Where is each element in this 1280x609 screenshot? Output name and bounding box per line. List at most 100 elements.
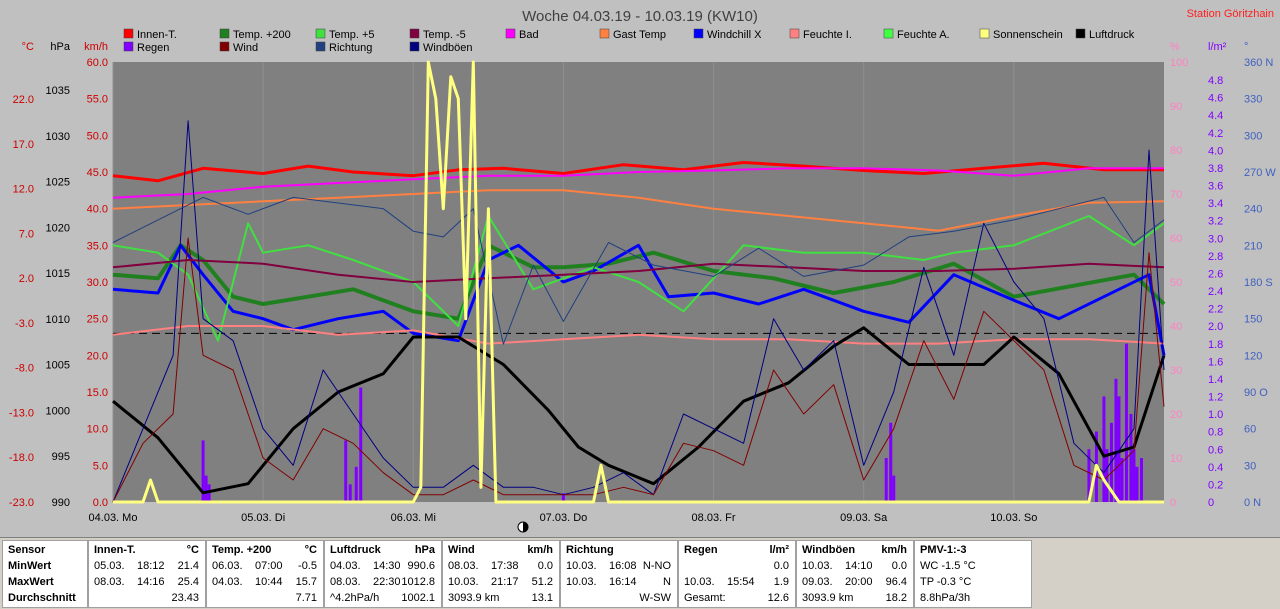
rain-bar [1135,466,1139,502]
series-line-sonnenschein [113,60,1164,504]
y-tick-label-pressure: 1035 [46,85,70,97]
stats-sensor-labels: Sensor MinWert MaxWert Durchschnitt [2,540,88,608]
y-tick-label-rain: 2.2 [1208,304,1223,316]
legend-swatch [505,28,516,39]
x-tick-label: 06.03. Mi [391,512,436,524]
y-tick-label-speed: 35.0 [87,240,108,252]
y-tick-label-humidity: 10 [1170,453,1182,465]
rain-bar [359,387,363,502]
y-tick-label-humidity: 20 [1170,409,1182,421]
y-tick-label-rain: 1.8 [1208,339,1223,351]
stats-value: 1.9 [773,576,789,588]
y-tick-label-speed: 60.0 [87,57,108,69]
stats-value: 0.0 [537,560,553,572]
rain-bar [207,484,211,502]
stats-value: 12.6 [767,592,789,604]
y-tick-label-rain: 4.8 [1208,75,1223,87]
y-tick-label-direction: 330 [1244,94,1262,106]
legend-swatch [315,41,326,52]
rain-bar [1114,378,1118,502]
series-line-richtung [112,196,1165,345]
y-tick-label-rain: 2.0 [1208,321,1223,333]
stats-date: 05.03. [94,560,125,572]
stats-panel: Richtung 10.03. 16:08 N-NO 10.03. 16:14 N W-SW [560,540,678,608]
stats-value: 18.2 [885,592,907,604]
y-tick-label-speed: 5.0 [93,460,108,472]
axis-unit-speed: km/h [84,41,108,53]
legend-swatch [409,28,420,39]
time-marker-half [523,522,528,532]
series-group [112,60,1166,504]
stats-panel-title: Windböen [802,544,856,556]
x-tick-label: 10.03. So [990,512,1037,524]
y-tick-label-temp: -3.0 [15,318,34,330]
stats-date: 04.03. [330,560,361,572]
y-tick-label-direction: 90 O [1244,387,1268,399]
y-tick-label-humidity: 30 [1170,365,1182,377]
y-tick-label-rain: 0.8 [1208,427,1223,439]
axis-unit-rain: l/m² [1208,41,1227,53]
legend-swatch [409,41,420,52]
y-tick-label-direction: 300 [1244,130,1262,142]
legend-label: Windböen [423,42,473,54]
y-tick-label-rain: 2.8 [1208,251,1223,263]
stats-value: -0.5 [298,560,317,572]
stats-date: 08.03. [94,576,125,588]
y-tick-label-pressure: 1015 [46,268,70,280]
stats-row-label: MinWert [8,560,52,572]
y-tick-label-pressure: 995 [52,451,70,463]
y-tick-label-humidity: 60 [1170,233,1182,245]
stats-value: 1012.8 [401,576,435,588]
y-tick-label-rain: 0.6 [1208,444,1223,456]
stats-panel: Wind km/h 08.03. 17:38 0.0 10.03. 21:17 51.2 309… [442,540,560,608]
y-tick-label-humidity: 80 [1170,145,1182,157]
series-line-temp-5 [112,259,1165,283]
stats-date: 04.03. [212,576,243,588]
stats-value: 21.4 [177,560,199,572]
series-line-temp-200 [112,243,1166,321]
series-line-windb-en [112,120,1165,503]
stats-panel-title: Regen [684,544,718,556]
stats-panel: Windböen km/h 10.03. 14:10 0.0 09.03. 20:00 96.… [796,540,914,608]
rain-bar [1124,343,1128,502]
stats-panel-unit: °C [186,544,199,556]
y-tick-label-direction: 270 W [1244,167,1276,179]
y-tick-label-pressure: 1025 [46,177,70,189]
y-tick-label-direction: 0 N [1244,497,1261,509]
stats-time: 07:00 [255,560,283,572]
legend-swatch [1075,28,1086,39]
stats-date: 3093.9 km [802,592,854,604]
legend-swatch [693,28,704,39]
series-line-temp-5 [112,215,1165,342]
rain-bar [561,493,565,502]
chart-title: Woche 04.03.19 - 10.03.19 (KW10) [522,8,758,25]
stats-panel-title: Richtung [566,544,614,556]
y-tick-label-pressure: 1005 [46,360,70,372]
stats-panel: Innen-T. °C 05.03. 18:12 21.4 08.03. 14:16 25.4… [88,540,206,608]
stats-value: 15.7 [295,576,317,588]
y-tick-label-direction: 120 [1244,350,1262,362]
weather-chart: 04.03. Mo 05.03. Di 06.03. Mi 07.03. Do 08.0… [8,8,1277,533]
stats-date: 10.03. [566,560,597,572]
stats-value: N-NO [642,560,671,572]
stats-panel-unit: hPa [414,544,435,556]
y-tick-label-speed: 15.0 [87,387,108,399]
axis-unit-pressure: hPa [50,41,70,53]
legend-label: Feuchte A. [897,29,950,41]
x-tick-label: 04.03. Mo [89,512,138,524]
rain-bar [1129,414,1133,502]
rain-bar [889,422,893,502]
y-tick-label-rain: 4.4 [1208,110,1223,122]
x-tick-label: 09.03. Sa [840,512,888,524]
y-tick-label-rain: 0.4 [1208,462,1223,474]
stats-time: 16:14 [609,576,637,588]
legend-label: Wind [233,42,258,54]
rain-bar [201,440,205,502]
legend-label: Bad [519,29,539,41]
y-tick-label-humidity: 90 [1170,101,1182,113]
rain-bar [344,440,348,502]
stats-row-label: Durchschnitt [8,592,76,604]
y-tick-label-rain: 1.6 [1208,356,1223,368]
y-tick-label-pressure: 1030 [46,131,70,143]
legend: Innen-T. Temp. +200 Temp. +5 Temp. -5 Bad Gas… [123,28,1135,54]
